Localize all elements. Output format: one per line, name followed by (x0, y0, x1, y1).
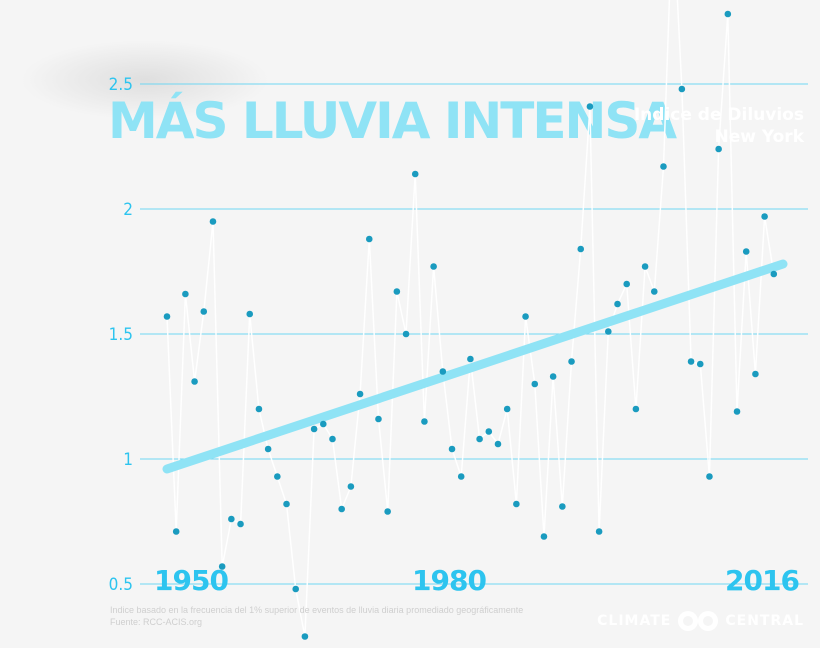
data-point (209, 218, 217, 225)
data-point (549, 373, 557, 380)
trend-line (162, 259, 788, 474)
data-point (200, 308, 208, 315)
data-point (724, 10, 732, 18)
data-point (742, 248, 750, 255)
subtitle-line-2: New York (714, 127, 805, 147)
y-tick-label: 1.5 (109, 325, 133, 345)
data-point (531, 380, 539, 388)
data-point (255, 405, 263, 413)
data-point (329, 435, 336, 443)
data-point (421, 418, 428, 425)
series-connector-line (166, 0, 775, 637)
data-point (485, 428, 493, 435)
x-tick-label: 1950 (154, 564, 228, 597)
data-point (650, 288, 658, 295)
data-point (172, 528, 180, 535)
data-point (457, 473, 465, 480)
brand-left-text: CLIMATE (597, 613, 672, 629)
data-point (411, 170, 419, 178)
data-point (494, 440, 502, 448)
data-point (384, 508, 391, 515)
data-point (365, 235, 373, 243)
data-point (264, 445, 272, 453)
y-tick-label: 2.5 (109, 75, 133, 95)
data-point (274, 473, 281, 480)
brand-right-text: CENTRAL (725, 613, 804, 629)
data-point (191, 378, 198, 385)
data-point (163, 313, 171, 320)
data-point (182, 290, 189, 298)
data-point (439, 368, 447, 375)
data-point (292, 585, 300, 593)
data-point (715, 145, 722, 153)
data-point (347, 483, 355, 490)
data-point (687, 358, 695, 365)
subtitle-line-1: Indice de Diluvios (633, 105, 804, 125)
data-point (559, 503, 566, 510)
data-point (356, 390, 364, 398)
data-point (338, 505, 345, 513)
data-point (246, 310, 254, 318)
data-point (448, 445, 456, 453)
data-point (706, 473, 713, 480)
data-point (393, 288, 401, 295)
data-point (467, 355, 474, 363)
climate-central-logo-icon (678, 611, 719, 631)
x-tick-label: 2016 (725, 564, 799, 597)
data-point (503, 405, 511, 413)
data-point (522, 313, 529, 320)
data-point (595, 528, 603, 535)
data-point (678, 85, 686, 93)
data-point (310, 425, 318, 433)
data-point (770, 270, 778, 278)
data-point (632, 405, 640, 413)
data-point (476, 435, 483, 443)
y-tick-label: 1 (123, 450, 133, 470)
data-point (375, 415, 382, 423)
data-point (733, 408, 741, 415)
x-tick-label: 1980 (412, 564, 486, 597)
data-point (641, 263, 649, 270)
data-point (402, 330, 410, 338)
data-point (605, 328, 612, 335)
background-glow (20, 40, 270, 120)
data-point (586, 103, 594, 110)
data-point (319, 420, 327, 428)
brand-logo: CLIMATE CENTRAL (597, 610, 804, 632)
chart-title: MÁS LLUVIA INTENSA (108, 92, 677, 150)
data-point (228, 515, 235, 523)
data-point (237, 520, 244, 528)
footnote: Indice basado en la frecuencia del 1% su… (110, 604, 523, 628)
data-point (614, 300, 621, 308)
data-point (577, 245, 585, 253)
data-point (568, 358, 575, 365)
data-point (752, 370, 759, 378)
data-point (660, 163, 667, 170)
data-point (283, 500, 290, 508)
footnote-line-1: Indice basado en la frecuencia del 1% su… (110, 605, 524, 615)
chart-subtitle: Indice de Diluvios New York (634, 104, 804, 148)
data-point (430, 263, 437, 270)
data-point (761, 213, 768, 220)
data-point (696, 360, 704, 368)
data-point (540, 533, 548, 540)
data-point (623, 280, 631, 288)
footnote-source: Fuente: RCC-ACIS.org (110, 617, 203, 627)
y-tick-label: 0.5 (109, 575, 133, 595)
data-point (301, 633, 309, 640)
y-tick-label: 2 (123, 200, 133, 220)
data-point (218, 563, 226, 570)
data-point (513, 500, 520, 508)
